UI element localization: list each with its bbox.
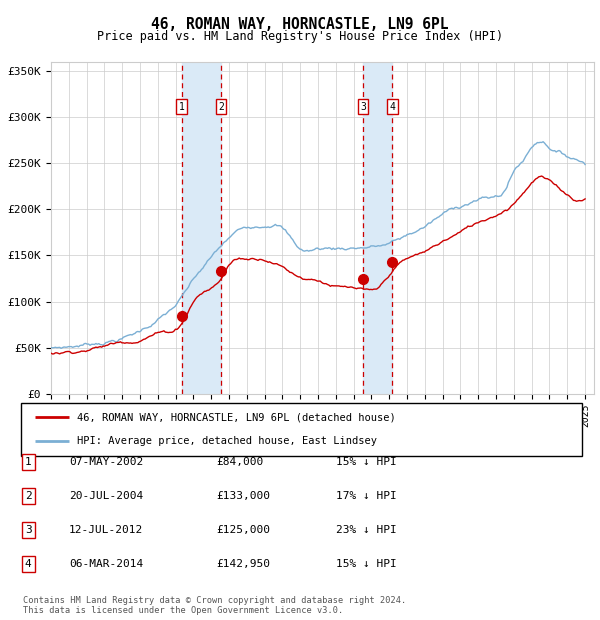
- Text: HPI: Average price, detached house, East Lindsey: HPI: Average price, detached house, East…: [77, 436, 377, 446]
- Text: 1: 1: [179, 102, 185, 112]
- Text: 15% ↓ HPI: 15% ↓ HPI: [336, 457, 397, 467]
- Text: 1: 1: [25, 457, 32, 467]
- Text: 23% ↓ HPI: 23% ↓ HPI: [336, 525, 397, 535]
- Text: 3: 3: [25, 525, 32, 535]
- Text: 15% ↓ HPI: 15% ↓ HPI: [336, 559, 397, 569]
- Text: £125,000: £125,000: [216, 525, 270, 535]
- Bar: [182, 62, 221, 394]
- Text: 2: 2: [25, 491, 32, 501]
- Text: 2: 2: [218, 102, 224, 112]
- Text: Price paid vs. HM Land Registry's House Price Index (HPI): Price paid vs. HM Land Registry's House …: [97, 30, 503, 43]
- Text: 4: 4: [389, 102, 395, 112]
- Text: 20-JUL-2004: 20-JUL-2004: [69, 491, 143, 501]
- Text: 07-MAY-2002: 07-MAY-2002: [69, 457, 143, 467]
- Text: 17% ↓ HPI: 17% ↓ HPI: [336, 491, 397, 501]
- Text: 06-MAR-2014: 06-MAR-2014: [69, 559, 143, 569]
- Text: £84,000: £84,000: [216, 457, 263, 467]
- Text: 3: 3: [360, 102, 366, 112]
- FancyBboxPatch shape: [21, 403, 582, 456]
- Bar: [363, 62, 392, 394]
- Text: 12-JUL-2012: 12-JUL-2012: [69, 525, 143, 535]
- Text: £142,950: £142,950: [216, 559, 270, 569]
- Text: 46, ROMAN WAY, HORNCASTLE, LN9 6PL (detached house): 46, ROMAN WAY, HORNCASTLE, LN9 6PL (deta…: [77, 412, 396, 422]
- Text: Contains HM Land Registry data © Crown copyright and database right 2024.
This d: Contains HM Land Registry data © Crown c…: [23, 596, 406, 615]
- Text: 4: 4: [25, 559, 32, 569]
- Text: £133,000: £133,000: [216, 491, 270, 501]
- Text: 46, ROMAN WAY, HORNCASTLE, LN9 6PL: 46, ROMAN WAY, HORNCASTLE, LN9 6PL: [151, 17, 449, 32]
